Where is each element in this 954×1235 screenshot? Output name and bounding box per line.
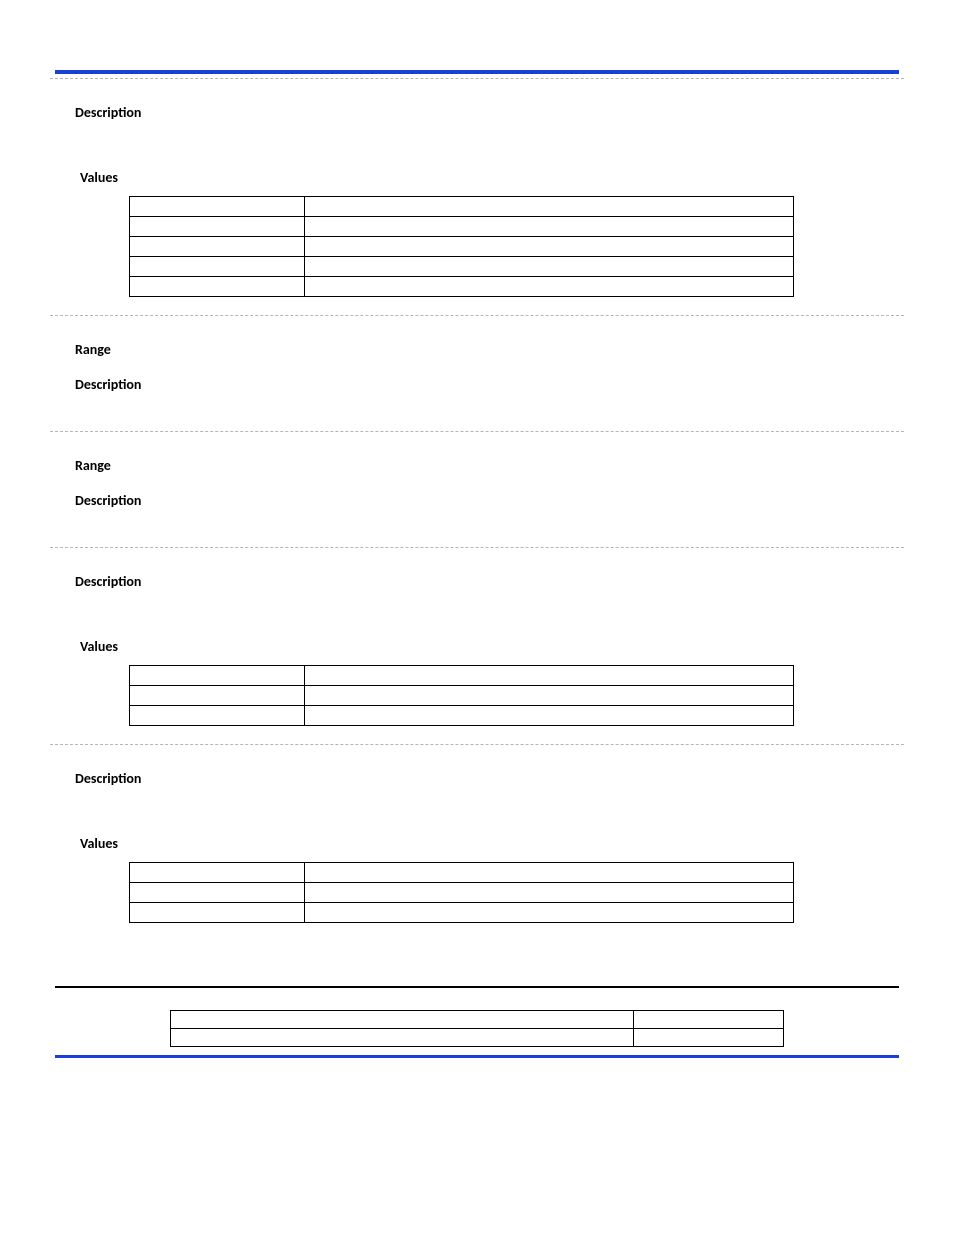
footer-table — [170, 1010, 784, 1047]
table-row — [130, 883, 794, 903]
section-range-description-2: Range Description — [55, 432, 899, 547]
bottom-rule — [55, 1055, 899, 1058]
page: Description Values Range Description Ran… — [0, 0, 954, 1098]
table-cell — [130, 277, 305, 297]
section-description-values-2: Description Values — [55, 548, 899, 744]
table-cell — [130, 197, 305, 217]
footer-rule — [55, 986, 899, 988]
table-cell — [634, 1029, 784, 1047]
table-row — [171, 1011, 784, 1029]
table-cell — [305, 277, 794, 297]
table-row — [171, 1029, 784, 1047]
description-label: Description — [75, 104, 879, 121]
table-row — [130, 666, 794, 686]
table-cell — [130, 666, 305, 686]
table-row — [130, 903, 794, 923]
table-cell — [634, 1011, 784, 1029]
values-label: Values — [80, 835, 879, 852]
table-cell — [305, 257, 794, 277]
table-cell — [305, 666, 794, 686]
table-cell — [305, 686, 794, 706]
values-table — [129, 665, 794, 726]
values-table — [129, 196, 794, 297]
table-cell — [130, 706, 305, 726]
table-row — [130, 686, 794, 706]
spacer — [55, 941, 899, 986]
table-cell — [130, 863, 305, 883]
section-description-values-3: Description Values — [55, 745, 899, 941]
description-label: Description — [75, 573, 879, 590]
table-cell — [130, 686, 305, 706]
table-row — [130, 217, 794, 237]
spacer — [75, 141, 879, 169]
values-label: Values — [80, 169, 879, 186]
spacer — [75, 610, 879, 638]
table-cell — [130, 217, 305, 237]
section-description-values-1: Description Values — [55, 79, 899, 315]
description-label: Description — [75, 492, 879, 509]
table-cell — [130, 237, 305, 257]
table-cell — [130, 903, 305, 923]
table-cell — [305, 237, 794, 257]
table-cell — [305, 883, 794, 903]
description-label: Description — [75, 376, 879, 393]
table-cell — [305, 217, 794, 237]
table-row — [130, 706, 794, 726]
section-range-description-1: Range Description — [55, 316, 899, 431]
values-table — [129, 862, 794, 923]
table-row — [130, 197, 794, 217]
spacer — [75, 807, 879, 835]
description-label: Description — [75, 770, 879, 787]
table-cell — [171, 1011, 634, 1029]
table-cell — [130, 257, 305, 277]
table-row — [130, 257, 794, 277]
table-row — [130, 863, 794, 883]
table-row — [130, 277, 794, 297]
table-cell — [305, 706, 794, 726]
range-label: Range — [75, 457, 879, 474]
table-cell — [305, 863, 794, 883]
table-row — [130, 237, 794, 257]
table-cell — [130, 883, 305, 903]
table-cell — [305, 903, 794, 923]
values-label: Values — [80, 638, 879, 655]
table-cell — [171, 1029, 634, 1047]
range-label: Range — [75, 341, 879, 358]
top-rule — [55, 70, 899, 74]
table-cell — [305, 197, 794, 217]
